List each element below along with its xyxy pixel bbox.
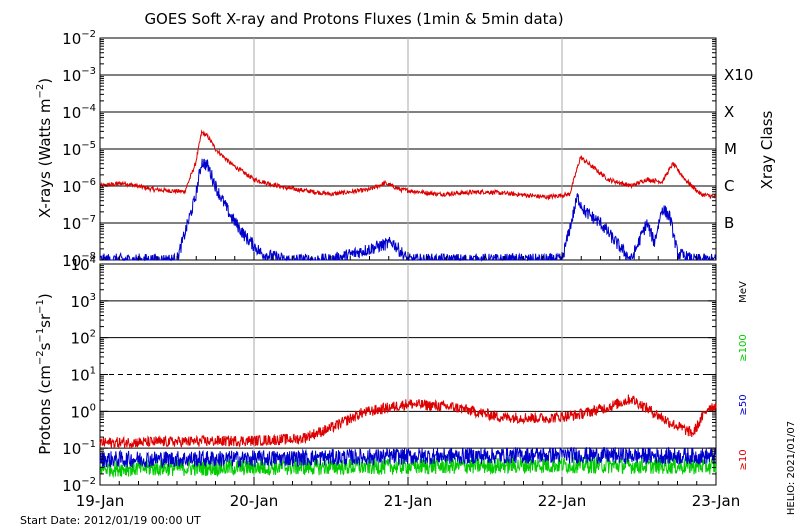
proton-series bbox=[99, 394, 717, 479]
xray-class-label: C bbox=[724, 177, 734, 195]
xray-series-line-0 bbox=[99, 129, 716, 201]
proton-tick-label: 103 bbox=[71, 292, 96, 311]
xray-y-ticks: 10−2 10−3 10−4 10−5 10−6 10−7 10−8 bbox=[62, 29, 716, 270]
x-tick-label: 21-Jan bbox=[384, 492, 432, 510]
proton-legend-entry: ≥100 bbox=[738, 334, 749, 361]
proton-tick-label: 102 bbox=[71, 329, 96, 348]
chart-title: GOES Soft X-ray and Protons Fluxes (1min… bbox=[144, 10, 563, 28]
xray-tick-label: 10−4 bbox=[62, 103, 96, 122]
x-tick-label: 23-Jan bbox=[692, 492, 740, 510]
xray-tick-label: 10−2 bbox=[62, 29, 96, 48]
proton-tick-label: 10−1 bbox=[62, 439, 96, 458]
xray-panel: 10−2 10−3 10−4 10−5 10−6 10−7 10−8 X10 X M C B X-r… bbox=[35, 29, 776, 270]
xray-class-axis-label: Xray Class bbox=[758, 110, 776, 189]
xray-class-label: B bbox=[724, 214, 734, 232]
proton-day-lines bbox=[253, 264, 563, 485]
proton-legend-entry: ≥50 bbox=[738, 394, 749, 415]
xray-class-label: M bbox=[724, 140, 737, 158]
start-date-label: Start Date: 2012/01/19 00:00 UT bbox=[20, 514, 201, 527]
proton-y-ticks: 104 103 102 101 100 10−1 10−2 bbox=[62, 255, 716, 495]
xray-y-axis-label: X-rays (Watts m−2) bbox=[35, 78, 54, 218]
x-tick-label: 19-Jan bbox=[76, 492, 124, 510]
xray-day-lines bbox=[253, 38, 563, 260]
xray-class-label: X10 bbox=[724, 66, 753, 84]
proton-series-line-0 bbox=[99, 394, 717, 449]
proton-tick-label: 101 bbox=[71, 366, 96, 385]
xray-tick-label: 10−8 bbox=[62, 251, 96, 270]
proton-tick-label: 10−2 bbox=[62, 476, 96, 495]
xray-tick-label: 10−6 bbox=[62, 177, 96, 196]
xray-tick-label: 10−5 bbox=[62, 140, 96, 159]
xray-tick-label: 10−7 bbox=[62, 214, 96, 233]
proton-series-line-1 bbox=[99, 446, 717, 469]
proton-energy-legend: ≥10 ≥50 ≥100 bbox=[738, 334, 749, 470]
energy-unit-label: MeV bbox=[738, 281, 749, 303]
proton-y-axis-label: Protons (cm−2s−1sr−1) bbox=[35, 293, 54, 455]
helio-date-label: HELIO: 2021/01/07 bbox=[786, 421, 797, 515]
xray-class-labels: X10 X M C B bbox=[724, 66, 753, 232]
proton-legend-entry: ≥10 bbox=[738, 449, 749, 470]
xray-class-label: X bbox=[724, 103, 734, 121]
proton-tick-label: 100 bbox=[71, 402, 96, 421]
proton-panel: 104 103 102 101 100 10−1 10−2 Protons (cm−2s−1… bbox=[35, 255, 749, 495]
x-axis-ticks: 19-Jan 20-Jan 21-Jan 22-Jan 23-Jan bbox=[76, 252, 740, 510]
proton-tick-label: 104 bbox=[71, 255, 96, 274]
x-tick-label: 20-Jan bbox=[230, 492, 278, 510]
xray-tick-label: 10−3 bbox=[62, 66, 96, 85]
proton-series-line-2 bbox=[99, 455, 717, 479]
x-tick-label: 22-Jan bbox=[538, 492, 586, 510]
